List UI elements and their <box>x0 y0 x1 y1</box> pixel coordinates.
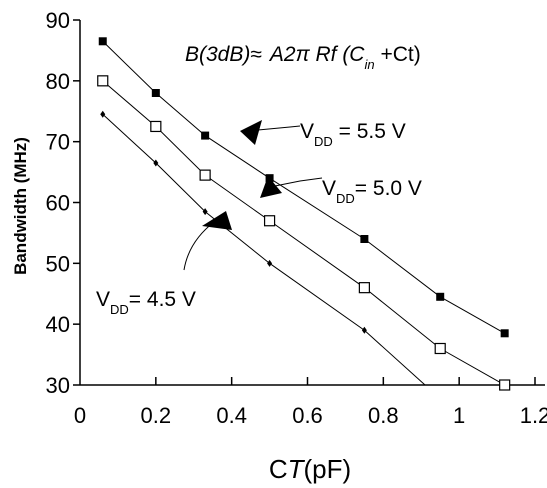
y-tick-label: 40 <box>46 312 70 337</box>
axes <box>79 20 545 386</box>
data-point <box>97 75 109 87</box>
annotation-vdd-5-0: VDD= 5.0 V <box>260 176 422 206</box>
tick-marks <box>73 19 536 386</box>
data-point <box>153 159 159 167</box>
data-point <box>100 110 106 118</box>
series-label-vdd-5-0: VDD= 5.0 V <box>322 177 422 206</box>
data-point <box>201 131 210 140</box>
annotation-vdd-4-5: VDD= 4.5 V <box>96 211 232 317</box>
series-line-2 <box>102 113 426 386</box>
data-markers <box>97 37 511 391</box>
data-point <box>358 282 370 294</box>
x-tick-label: 0.4 <box>216 403 247 428</box>
data-point <box>499 379 511 391</box>
y-tick-label: 90 <box>46 8 70 33</box>
x-axis-label: CT(pF) <box>269 454 351 484</box>
data-point <box>436 292 445 301</box>
series-label-vdd-5-5: VDD = 5.5 V <box>300 120 406 149</box>
y-tick-label: 60 <box>46 191 70 216</box>
y-tick-label: 80 <box>46 69 70 94</box>
data-point <box>360 235 369 243</box>
annotation-leader <box>183 221 215 271</box>
x-tick-label: 1.2 <box>520 403 547 428</box>
annotation-vdd-5-5: VDD = 5.5 V <box>240 120 406 149</box>
data-point <box>263 215 276 227</box>
data-point <box>434 342 446 355</box>
tick-labels: 0 0.2 0.4 0.6 0.8 1 1.2 30 40 50 60 70 80 90 <box>46 8 547 428</box>
y-axis-label: Bandwidth (MHz) <box>11 137 30 275</box>
data-point <box>98 37 107 46</box>
annotation-arrow <box>202 211 232 230</box>
annotation-arrow <box>260 176 282 198</box>
y-tick-label: 70 <box>46 130 70 155</box>
x-tick-label: 0.6 <box>292 403 323 428</box>
annotation-arrow <box>240 120 262 145</box>
chart-formula: B(3dB)≈ A2π Rf (Cin +Ct) <box>185 43 421 72</box>
data-point <box>500 329 509 338</box>
x-tick-label: 0.8 <box>368 403 399 428</box>
x-tick-label: 1 <box>453 403 465 428</box>
data-point <box>361 326 367 334</box>
y-tick-label: 50 <box>46 251 70 276</box>
y-tick-label: 30 <box>46 373 70 398</box>
data-point <box>267 259 273 267</box>
data-point <box>150 120 162 133</box>
data-point <box>202 208 208 216</box>
x-tick-label: 0.2 <box>141 403 172 428</box>
x-tick-label: 0 <box>74 403 86 428</box>
annotation-leader <box>274 177 323 187</box>
data-point <box>151 89 160 97</box>
series-label-vdd-4-5: VDD= 4.5 V <box>96 288 196 317</box>
data-point <box>199 169 211 181</box>
annotation-leader <box>257 125 301 131</box>
series-lines <box>102 40 505 386</box>
